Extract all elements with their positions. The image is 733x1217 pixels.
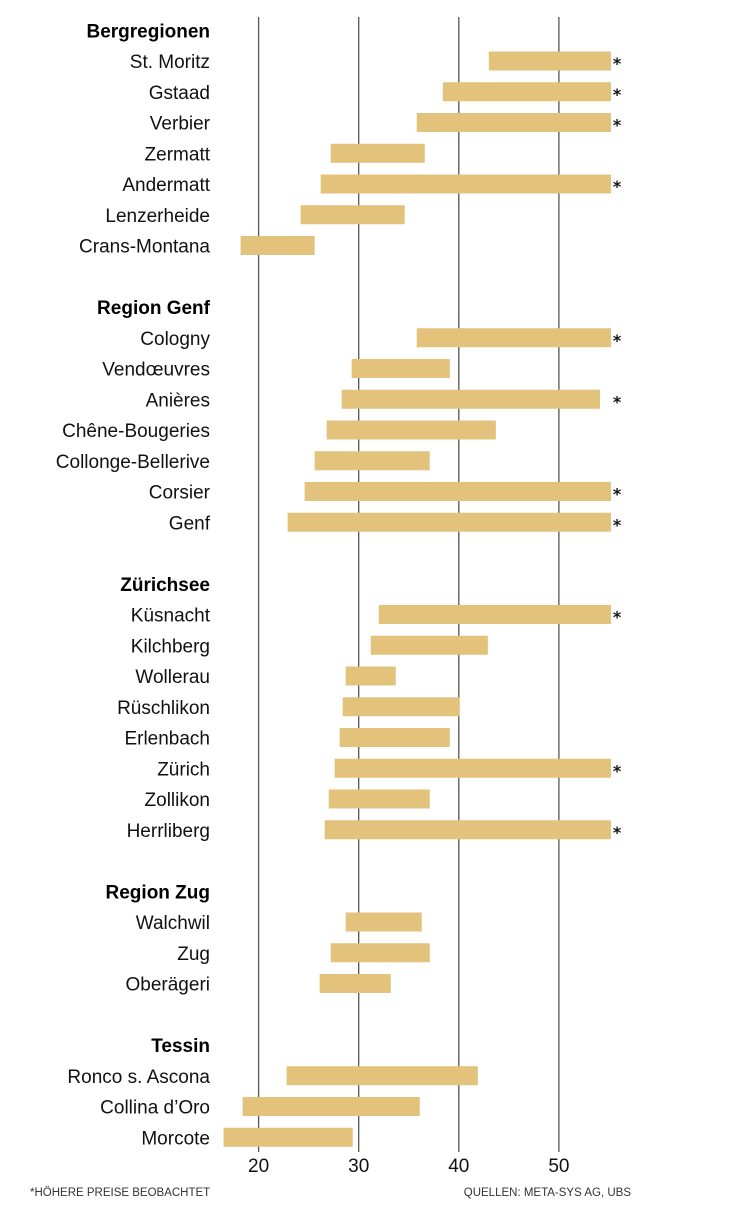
bar-range (300, 205, 405, 225)
bar-range (345, 912, 422, 932)
bar-range (341, 389, 600, 409)
group-heading: Zürichsee (120, 575, 210, 596)
bar-range (378, 605, 611, 624)
category-label: Chêne-Bougeries (62, 421, 210, 442)
bar-range (319, 974, 391, 993)
x-tick-label: 30 (348, 1156, 369, 1177)
category-label: Verbier (150, 114, 211, 135)
category-label: Collina d’Oro (100, 1098, 210, 1119)
higher-price-marker: * (613, 485, 622, 504)
x-tick-label: 50 (548, 1156, 569, 1177)
bar-range (370, 635, 488, 655)
bar-range (326, 420, 496, 440)
higher-price-marker: * (613, 177, 622, 196)
higher-price-marker: * (613, 54, 622, 73)
bars (223, 51, 611, 1147)
category-label: Vendœuvres (102, 360, 210, 381)
bar-range (223, 1127, 353, 1147)
category-label: Rüschlikon (117, 698, 210, 719)
bar-range (334, 758, 611, 778)
higher-price-marker: * (613, 392, 622, 411)
bar-range (240, 236, 315, 255)
category-label: St. Moritz (130, 52, 210, 73)
category-label: Erlenbach (124, 729, 210, 750)
category-label: Wollerau (135, 667, 210, 688)
bar-range (324, 820, 611, 840)
bar-range (416, 113, 611, 132)
bar-range (287, 512, 611, 532)
bar-range (330, 943, 430, 963)
bar-range (342, 697, 460, 717)
category-label: Walchwil (136, 913, 210, 934)
x-axis-ticks: 20 30 40 50 (248, 1156, 569, 1177)
bar-range (314, 451, 430, 471)
group-heading: Bergregionen (86, 21, 210, 42)
bar-range (442, 82, 611, 102)
x-tick-label: 40 (448, 1156, 469, 1177)
category-label: Anières (146, 390, 210, 411)
category-label: Zürich (157, 759, 210, 780)
bar-range (488, 51, 611, 71)
higher-price-marker: * (613, 761, 622, 780)
category-label: Morcote (141, 1128, 210, 1149)
bar-range (328, 789, 430, 809)
bar-range (339, 728, 450, 747)
bar-range (304, 482, 611, 501)
category-label: Herrliberg (127, 821, 210, 842)
category-label: Collonge-Bellerive (56, 452, 210, 473)
bar-range (330, 143, 425, 163)
higher-price-marker: * (613, 116, 622, 135)
category-label: Andermatt (122, 175, 210, 196)
category-label: Ronco s. Ascona (67, 1067, 210, 1088)
higher-price-marker: * (613, 823, 622, 842)
footnote-higher-prices: *HÖHERE PREISE BEOBACHTET (30, 1187, 210, 1199)
footnote-sources: QUELLEN: META-SYS AG, UBS (464, 1187, 632, 1199)
x-tick-label: 20 (248, 1156, 269, 1177)
category-label: Oberägeri (126, 975, 211, 996)
category-label: Zollikon (145, 790, 210, 811)
higher-price-marker: * (613, 515, 622, 534)
labels: Bergregionen St. Moritz * Gstaad * Verbier * Ze… (56, 21, 622, 1149)
higher-price-marker: * (613, 608, 622, 627)
group-heading: Tessin (151, 1036, 210, 1057)
category-label: Gstaad (149, 83, 210, 104)
category-label: Crans-Montana (79, 237, 210, 258)
category-label: Genf (169, 513, 211, 534)
group-heading: Region Genf (97, 298, 211, 319)
category-label: Lenzerheide (105, 206, 210, 227)
bar-range (351, 359, 450, 378)
category-label: Küsnacht (131, 606, 211, 627)
higher-price-marker: * (613, 331, 622, 350)
category-label: Zug (177, 944, 210, 965)
bar-range (242, 1097, 420, 1116)
bar-range (320, 174, 611, 194)
category-label: Corsier (149, 483, 211, 504)
category-label: Cologny (140, 329, 210, 350)
bar-range (416, 328, 611, 348)
bar-range (286, 1066, 478, 1086)
category-label: Zermatt (145, 144, 211, 165)
category-label: Kilchberg (131, 636, 210, 657)
bar-range (345, 666, 396, 686)
group-heading: Region Zug (106, 882, 210, 903)
higher-price-marker: * (613, 85, 622, 104)
